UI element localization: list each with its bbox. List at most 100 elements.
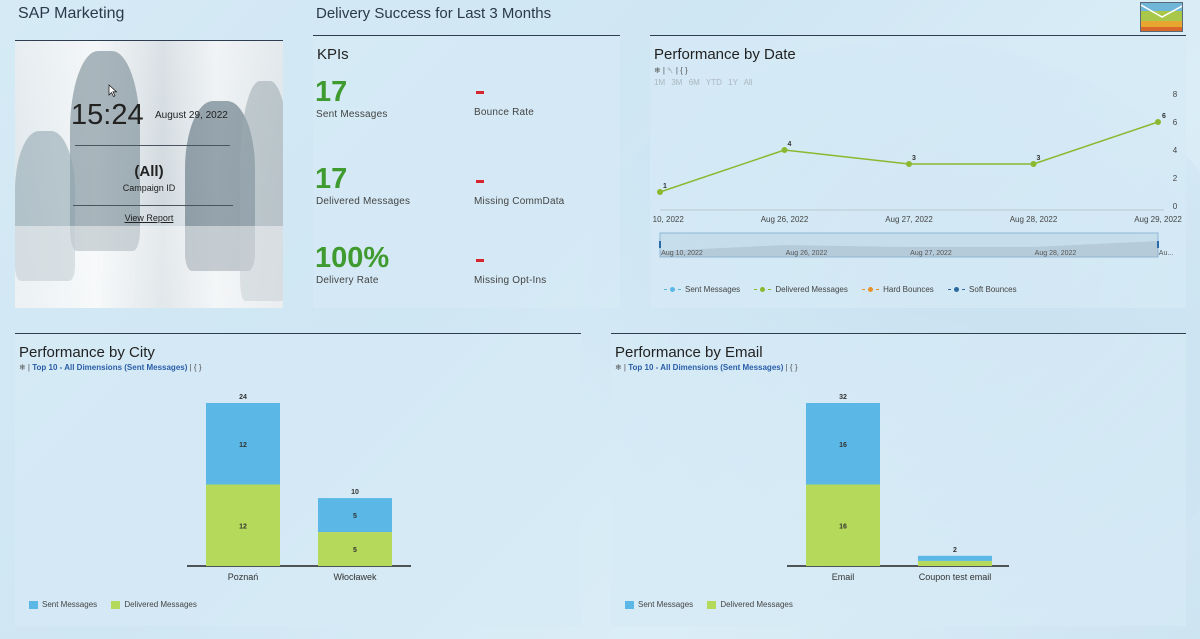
period-1y[interactable]: 1Y	[728, 78, 738, 87]
chart-toolbar: ❄ | Top 10 - All Dimensions (Sent Messag…	[615, 363, 798, 372]
kpi-delivery-rate-value: 100%	[315, 242, 390, 274]
delivered-messages-point	[657, 189, 663, 195]
total-label: 10	[351, 489, 359, 496]
bar-sent-messages	[206, 403, 280, 485]
x-tick-label: Aug 27, 2022	[885, 215, 933, 224]
bar-delivered-messages	[206, 484, 280, 566]
range-slider-label: Aug 28, 2022	[1035, 250, 1077, 257]
bar-sent-messages	[918, 555, 992, 561]
campaign-filter-label: Campaign ID	[122, 183, 176, 193]
period-3m[interactable]: 3M	[671, 78, 683, 87]
y-tick-label: 8	[1173, 90, 1178, 99]
kpi-bounce-rate-label: Bounce Rate	[474, 107, 535, 118]
delivered-messages-line	[659, 121, 1159, 193]
kpi-missing-commdata-label: Missing CommData	[474, 196, 565, 207]
data-label: 1	[663, 183, 667, 190]
delivered-messages-point	[1030, 161, 1037, 167]
performance-by-email-title: Performance by Email	[615, 344, 763, 361]
range-slider-label: Aug 26, 2022	[786, 250, 828, 257]
x-tick-label: Aug 29, 2022	[1134, 215, 1182, 224]
mouse-cursor-icon	[108, 84, 118, 98]
performance-by-city-chart[interactable]: 12 12 24 Poznań 5 5 10 Włocławek	[15, 384, 581, 584]
legend-item-delivered[interactable]: Delivered Messages	[754, 285, 848, 294]
background-person	[240, 81, 283, 301]
period-ytd[interactable]: YTD	[705, 78, 722, 87]
app-title: SAP Marketing	[18, 5, 125, 22]
legend-item-delivered[interactable]: Delivered Messages	[111, 600, 197, 609]
kpi-delivery-rate-label: Delivery Rate	[316, 275, 379, 286]
legend-item-hard-bounces[interactable]: Hard Bounces	[862, 285, 934, 294]
x-tick-label: Aug 10, 2022	[650, 215, 684, 224]
legend-item-sent[interactable]: Sent Messages	[664, 285, 740, 294]
delivered-messages-point	[1155, 119, 1161, 125]
snowflake-icon[interactable]: ❄	[19, 363, 26, 372]
delivered-messages-point	[781, 147, 788, 153]
y-tick-label: 6	[1173, 118, 1178, 127]
kpi-delivered-messages-label: Delivered Messages	[316, 196, 411, 207]
data-label: 16	[839, 442, 847, 449]
performance-by-city-title: Performance by City	[19, 344, 155, 361]
clock-time: 15:24	[71, 99, 144, 131]
legend-item-sent[interactable]: Sent Messages	[625, 600, 693, 609]
kpi-delivered-messages-value: 17	[315, 163, 348, 195]
category-label: Email	[832, 572, 855, 582]
legend-item-delivered[interactable]: Delivered Messages	[707, 600, 793, 609]
data-label: 3	[1037, 155, 1041, 162]
period-1m[interactable]: 1M	[654, 78, 666, 87]
top10-dimensions-link[interactable]: Top 10 - All Dimensions (Sent Messages)	[32, 363, 188, 372]
delivered-messages-point	[906, 161, 912, 167]
legend-item-soft-bounces[interactable]: Soft Bounces	[948, 285, 1017, 294]
period-selector[interactable]: 1M 3M 6M YTD 1Y All	[654, 78, 752, 87]
total-label: 2	[953, 547, 957, 554]
performance-by-date-chart[interactable]: 0 2 4 6 8 Aug 10, 2022 Aug 26, 2022 Aug 27, 202…	[650, 86, 1186, 276]
view-report-link[interactable]: View Report	[124, 213, 174, 223]
divider	[73, 205, 233, 206]
range-slider-label: Aug 27, 2022	[910, 250, 952, 257]
kpi-missing-opt-ins-label: Missing Opt-Ins	[474, 275, 547, 286]
performance-by-date-title: Performance by Date	[654, 46, 796, 63]
data-label: 4	[788, 141, 792, 148]
data-label: 5	[353, 513, 357, 520]
data-label: 16	[839, 523, 847, 530]
period-6m[interactable]: 6M	[688, 78, 700, 87]
data-label: 3	[912, 155, 916, 162]
range-slider-left-handle	[659, 241, 661, 248]
range-slider	[659, 232, 1159, 258]
kpi-missing-opt-ins-value	[476, 259, 484, 262]
range-slider-label: Au...	[1159, 250, 1173, 257]
top10-dimensions-link[interactable]: Top 10 - All Dimensions (Sent Messages)	[628, 363, 784, 372]
table-surface	[15, 226, 283, 308]
period-all[interactable]: All	[743, 78, 753, 87]
snowflake-icon[interactable]: ❄	[615, 363, 622, 372]
bar-delivered-messages	[318, 532, 392, 566]
braces-icon[interactable]: { }	[193, 363, 202, 372]
performance-by-email-legend: Sent Messages Delivered Messages	[625, 600, 805, 611]
data-label: 12	[239, 523, 247, 530]
braces-icon[interactable]: { }	[789, 363, 798, 372]
y-tick-label: 2	[1173, 174, 1178, 183]
sap-marketing-logo-icon	[1140, 2, 1183, 32]
performance-by-email-chart[interactable]: 16 16 32 Email 2 Coupon test email	[611, 384, 1186, 584]
chart-toolbar: ❄ | Top 10 - All Dimensions (Sent Messag…	[19, 363, 202, 372]
y-tick-label: 4	[1173, 146, 1178, 155]
page-title: Delivery Success for Last 3 Months	[316, 5, 552, 22]
performance-by-city-panel: Performance by City ❄ | Top 10 - All Dim…	[15, 333, 581, 626]
range-slider-overview	[660, 241, 1158, 257]
kpi-panel: KPIs 17 Sent Messages Bounce Rate 17 Del…	[313, 35, 620, 308]
data-label: 6	[1162, 113, 1166, 120]
x-tick-label: Aug 26, 2022	[761, 215, 809, 224]
range-slider-right-handle	[1157, 241, 1159, 248]
bar-delivered-messages	[806, 484, 880, 566]
data-label: 12	[239, 442, 247, 449]
legend-item-sent[interactable]: Sent Messages	[29, 600, 97, 609]
campaign-filter-value[interactable]: (All)	[134, 163, 164, 180]
chart-toolbar[interactable]: ❄ | ␡ | { }	[654, 66, 688, 75]
performance-by-date-panel: Performance by Date ❄ | ␡ | { } 1M 3M 6M…	[650, 35, 1186, 308]
background-person	[70, 51, 140, 251]
kpi-bounce-rate-value	[476, 91, 484, 94]
performance-by-email-panel: Performance by Email ❄ | Top 10 - All Di…	[611, 333, 1186, 626]
clock-date: August 29, 2022	[155, 110, 228, 121]
category-label: Poznań	[228, 572, 259, 582]
y-tick-label: 0	[1173, 202, 1178, 211]
data-label: 5	[353, 547, 357, 554]
